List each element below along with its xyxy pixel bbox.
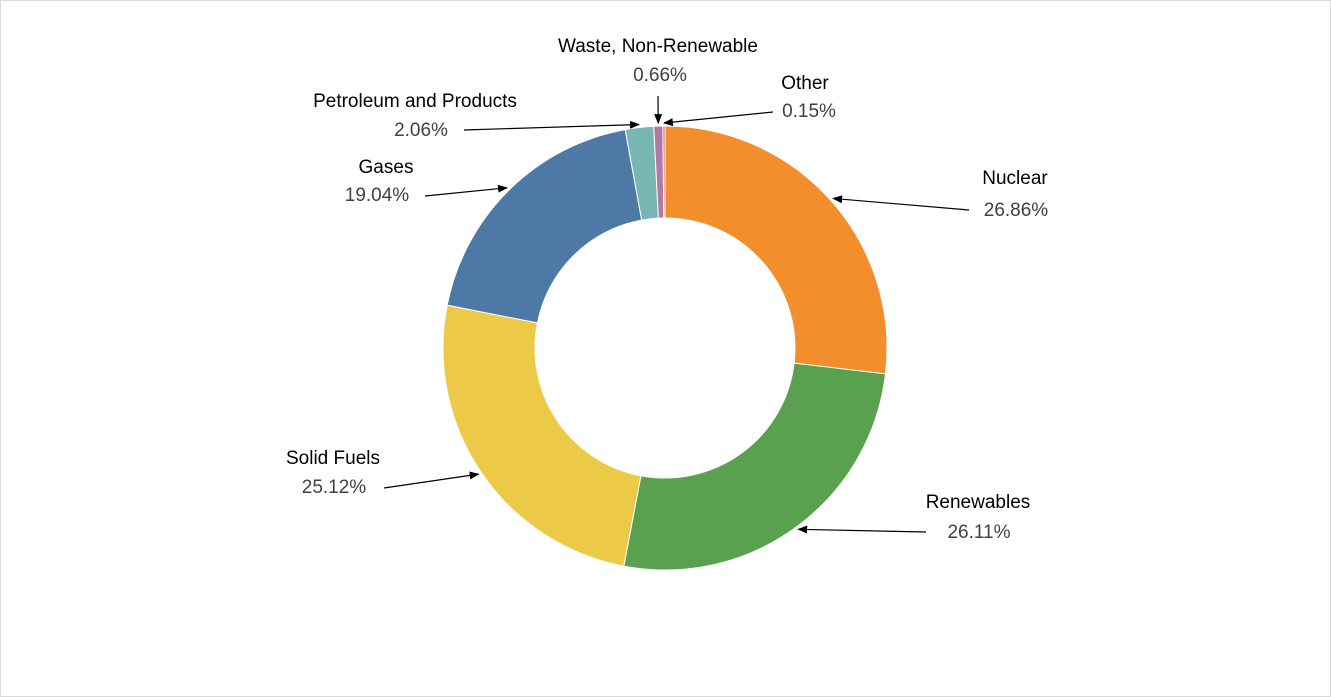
value-label-waste-non-renewable: 0.66% <box>633 65 687 86</box>
value-label-solid-fuels: 25.12% <box>302 477 367 498</box>
slice-nuclear <box>664 125 888 375</box>
slice-other <box>662 125 666 219</box>
data-labels: Nuclear 26.86% Renewables 26.11% Solid Fuels… <box>286 36 1048 543</box>
category-label-solid-fuels: Solid Fuels <box>286 448 380 469</box>
leader-other <box>662 111 774 127</box>
value-label-petroleum-and-products: 2.06% <box>394 120 448 141</box>
leader-gases <box>424 184 508 197</box>
value-label-other: 0.15% <box>782 101 836 122</box>
value-label-gases: 19.04% <box>345 185 410 206</box>
category-label-gases: Gases <box>359 157 414 178</box>
slice-renewables <box>623 362 887 571</box>
category-label-nuclear: Nuclear <box>982 168 1048 189</box>
leader-solid-fuels <box>383 471 480 489</box>
slice-gases <box>446 129 643 324</box>
value-label-nuclear: 26.86% <box>984 200 1049 221</box>
leader-renewables <box>797 525 927 534</box>
donut-slices <box>442 125 888 571</box>
value-label-renewables: 26.11% <box>947 522 1010 543</box>
category-label-petroleum-and-products: Petroleum and Products <box>313 91 517 112</box>
leader-nuclear <box>832 195 970 211</box>
slice-solid-fuels <box>442 304 642 567</box>
category-label-waste-non-renewable: Waste, Non-Renewable <box>558 36 758 57</box>
leader-lines <box>383 95 970 534</box>
leader-petroleum-and-products <box>463 120 641 131</box>
category-label-other: Other <box>781 73 829 94</box>
category-label-renewables: Renewables <box>926 492 1031 513</box>
